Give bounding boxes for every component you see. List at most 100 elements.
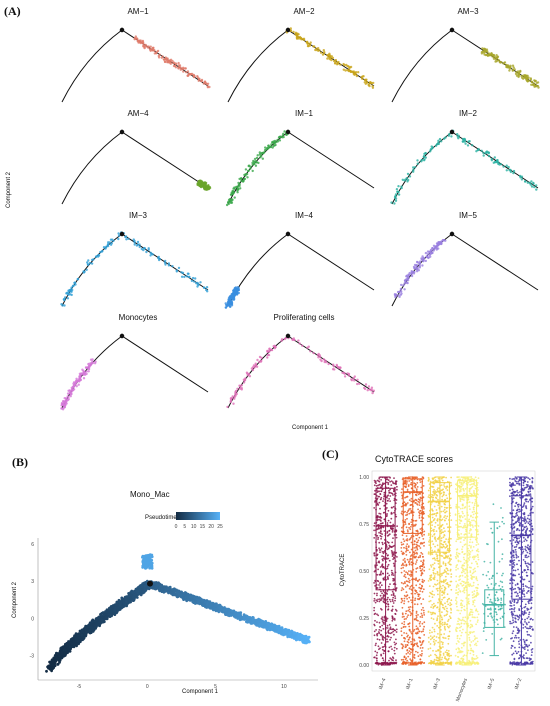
cell-point [200,602,204,606]
cell-point [413,553,416,556]
cell-point [393,641,396,644]
cell-point [386,523,389,526]
cell-point [378,531,380,534]
cell-point [401,606,404,609]
cell-point [104,247,107,250]
cell-point [418,501,421,504]
cell-point [417,539,420,542]
cell-point [378,512,381,515]
cell-point [266,356,269,359]
cell-point [395,647,398,650]
cell-point [268,350,271,353]
cell-point [405,632,408,635]
cell-point [376,613,378,616]
cell-point [498,60,501,64]
cell-point [58,661,61,664]
cell-point [245,172,249,176]
cell-point [167,262,171,265]
cell-point [357,71,360,74]
cell-point [386,497,388,499]
cell-point [389,546,391,548]
cell-point [75,385,78,388]
cell-point [381,592,383,595]
cell-point [402,543,405,545]
cell-point [203,80,206,83]
cell-point [65,397,68,401]
cell-point [382,628,385,630]
cell-point [406,543,409,545]
cell-point [487,154,491,158]
cell-point [230,609,234,613]
cell-point [373,553,376,555]
cell-point [204,600,208,604]
cell-point [392,523,395,526]
cell-point [239,187,242,190]
y-tick: 0.75 [359,522,369,528]
cell-point [491,53,494,56]
cell-point [387,577,389,579]
cell-point [438,240,442,244]
cell-point [232,613,235,617]
cell-point [231,190,235,194]
cell-point [382,555,385,558]
cell-point [317,356,320,359]
cell-point [238,177,241,181]
cell-point [410,651,412,654]
cell-point [404,625,407,628]
cell-point [278,139,282,142]
cell-point [260,619,264,623]
cell-point [388,544,391,547]
cell-point [378,621,381,624]
cell-point [215,607,219,611]
cell-point [511,64,515,67]
cell-point [379,530,382,533]
cell-point [410,548,413,551]
cell-point [401,622,403,625]
cell-point [526,181,529,184]
trajectory-branch [451,233,539,291]
cell-point [391,590,394,593]
cell-point [416,162,419,165]
cell-point [409,614,412,617]
cell-point [183,275,186,279]
mono-mac-y-title: Component 2 [12,581,18,619]
cell-point [279,627,283,631]
cell-point [381,620,384,622]
cell-point [418,266,421,269]
cell-point [405,591,408,593]
cell-point [414,632,417,635]
cell-point [396,485,398,488]
cell-point [256,358,259,362]
cell-point [379,586,381,589]
cell-point [381,541,384,544]
cell-point [380,526,382,529]
cell-point [149,45,152,48]
cell-point [199,281,202,284]
cell-point [242,378,246,381]
cell-point [393,629,396,632]
cell-point [373,524,376,527]
cell-point [405,476,407,479]
cell-point [524,180,527,183]
cell-point [191,276,195,280]
cell-point [388,646,391,649]
cell-point [146,558,149,562]
cell-point [226,405,229,409]
cell-point [377,536,380,539]
cell-point [407,638,410,641]
branch-point [285,129,291,135]
cell-point [60,650,64,653]
cell-point [386,600,389,603]
cell-point [405,549,408,552]
cell-point [134,35,137,38]
cell-point [378,477,381,480]
cell-point [187,598,191,602]
cell-point [363,387,367,391]
cell-point [373,606,376,609]
cell-point [109,238,113,241]
cell-point [130,593,133,597]
cell-point [376,594,378,597]
cell-point [421,578,424,581]
cell-point [297,636,301,639]
